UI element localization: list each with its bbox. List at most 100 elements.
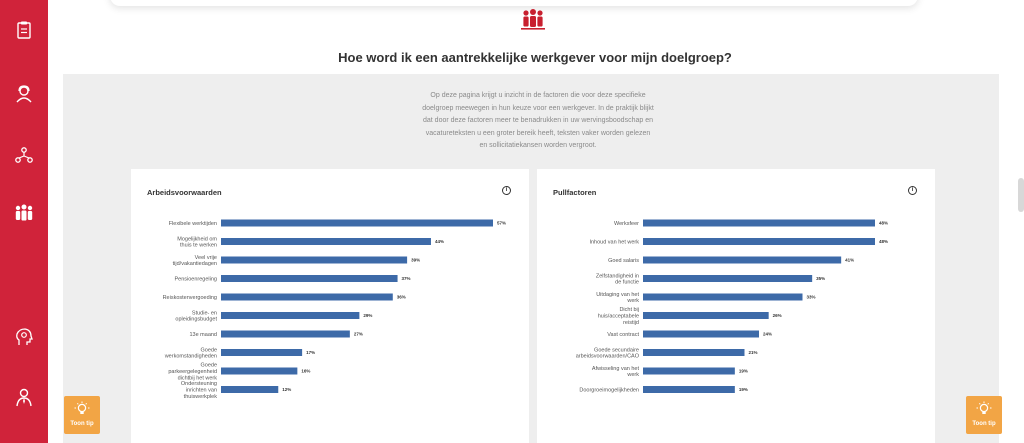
chart-title: Pullfactoren — [553, 188, 597, 197]
bar — [643, 256, 842, 264]
category-label: Flexibele werktijden — [169, 221, 217, 227]
sidebar-item-group[interactable] — [12, 201, 36, 225]
clipboard-icon — [17, 21, 31, 39]
bar-value-label: 26% — [773, 313, 782, 318]
category-label-line: de functie — [615, 280, 639, 286]
lightbulb-icon — [976, 401, 992, 414]
bar — [221, 386, 279, 393]
chart-title: Arbeidsvoorwaarden — [147, 188, 222, 197]
category-label-line: Ondersteuning — [181, 381, 217, 387]
bar — [221, 330, 350, 338]
category-label-line: Reiskostenvergoeding — [163, 295, 217, 301]
category-label: Vast contract — [607, 332, 639, 338]
bar-value-label: 36% — [397, 295, 406, 300]
top-card — [110, 0, 918, 6]
sidebar-item-person-tie[interactable] — [12, 385, 36, 409]
bar-value-label: 41% — [845, 258, 854, 263]
category-label: Werksfeer — [614, 221, 639, 227]
category-label-line: Zelfstandigheid in — [596, 273, 639, 279]
bar — [221, 293, 393, 301]
bar-value-label: 48% — [879, 239, 888, 244]
sidebar-item-head[interactable] — [12, 325, 36, 349]
info-icon[interactable]: i — [908, 186, 917, 195]
lightbulb-icon — [74, 401, 90, 414]
intro-line: dat door deze factoren meer te benadrukk… — [423, 117, 653, 125]
category-label: Goede werkomstandigheden — [164, 347, 217, 359]
category-label: Reiskostenvergoeding — [163, 295, 217, 301]
sidebar-item-network[interactable] — [12, 143, 36, 167]
bar — [643, 312, 769, 319]
category-label-line: parkeergelegenheid — [168, 369, 217, 375]
bar-value-label: 33% — [807, 295, 816, 300]
bar-value-label: 37% — [402, 276, 411, 281]
intro-line: doelgroep meewegen in hun keuze voor een… — [422, 104, 654, 112]
person-tie-icon — [16, 388, 32, 407]
scrollbar-thumb[interactable] — [1018, 178, 1024, 212]
sidebar-item-clipboard[interactable] — [12, 18, 36, 42]
bar-chart-arbeidsvoorwaarden: 57% Flexibele werktijden 44% Mogelijkheid o… — [163, 219, 506, 400]
category-label-line: Goede secundaire — [594, 347, 639, 353]
bar — [643, 238, 875, 245]
bar-value-label: 12% — [282, 387, 291, 392]
bar — [221, 256, 408, 264]
bar-value-label: 21% — [749, 350, 758, 355]
bar — [221, 367, 298, 375]
bar — [221, 238, 431, 245]
bar-value-label: 19% — [739, 369, 748, 374]
category-label-line: Werksfeer — [614, 221, 639, 227]
show-tip-button[interactable]: Toon tip — [64, 396, 100, 434]
bar — [643, 330, 759, 338]
category-label: Dicht bij huis/acceptabele reistijd — [598, 307, 639, 326]
bar — [221, 349, 303, 356]
show-tip-button[interactable]: Toon tip — [966, 396, 1002, 434]
bar-value-label: 29% — [363, 313, 372, 318]
intro-line: vacatureteksten u een groter bereik heef… — [425, 129, 651, 137]
category-label-line: Studie- en — [192, 310, 217, 316]
bar-value-label: 57% — [497, 221, 506, 226]
bar-value-label: 19% — [739, 387, 748, 392]
bar-value-label: 44% — [435, 239, 444, 244]
category-label-line: Flexibele werktijden — [169, 221, 217, 227]
category-label-line: huis/acceptabele — [598, 314, 639, 320]
show-tip-label: Toon tip — [972, 421, 996, 427]
category-label-line: Mogelijkheid om — [177, 236, 217, 242]
category-label-line: Vast contract — [607, 332, 639, 338]
category-label: Mogelijkheid om thuis te werken — [177, 236, 217, 248]
bar-value-label: 16% — [301, 369, 310, 374]
bar — [643, 275, 813, 282]
group-icon — [15, 204, 33, 221]
page-title: Hoe word ik een aantrekkelijke werkgever… — [338, 50, 732, 65]
category-label-line: tijd/vakantiedagen — [173, 261, 217, 267]
bar — [643, 367, 735, 375]
category-label-line: Goed salaris — [608, 258, 639, 264]
bar-value-label: 35% — [816, 276, 825, 281]
category-label-line: Pensioenregeling — [174, 277, 217, 283]
bar — [643, 293, 803, 301]
info-icon[interactable]: i — [502, 186, 511, 195]
bar-value-label: 17% — [306, 350, 315, 355]
category-label: Ondersteuning inrichten van thuiswerkplek — [181, 381, 217, 400]
category-label-line: thuis te werken — [180, 243, 217, 249]
bar — [643, 349, 745, 356]
category-label: Goede parkeergelegenheid dichtbij het werk — [168, 363, 217, 382]
people-network-icon — [15, 147, 33, 163]
category-label: Veel vrije tijd/vakantiedagen — [173, 255, 217, 267]
category-label-line: 13e maand — [189, 332, 217, 338]
category-label-line: dichtbij het werk — [178, 375, 218, 381]
category-label: Afwisseling van het werk — [592, 366, 640, 378]
sidebar-item-person[interactable] — [12, 82, 36, 106]
category-label-line: Veel vrije — [195, 255, 217, 261]
bar-value-label: 39% — [411, 258, 420, 263]
category-label-line: Dicht bij — [619, 307, 639, 313]
category-label: Doorgroeimogelijkheden — [579, 388, 639, 394]
bar — [221, 312, 360, 319]
category-label-line: inrichten van — [186, 388, 217, 394]
category-label-line: Afwisseling van het — [592, 366, 640, 372]
category-label: Inhoud van het werk — [589, 240, 639, 246]
bar — [221, 275, 398, 282]
bar-value-label: 24% — [763, 332, 772, 337]
category-label: Pensioenregeling — [174, 277, 217, 283]
category-label-line: opleidingsbudget — [175, 317, 217, 323]
category-label-line: Goede — [200, 363, 217, 369]
